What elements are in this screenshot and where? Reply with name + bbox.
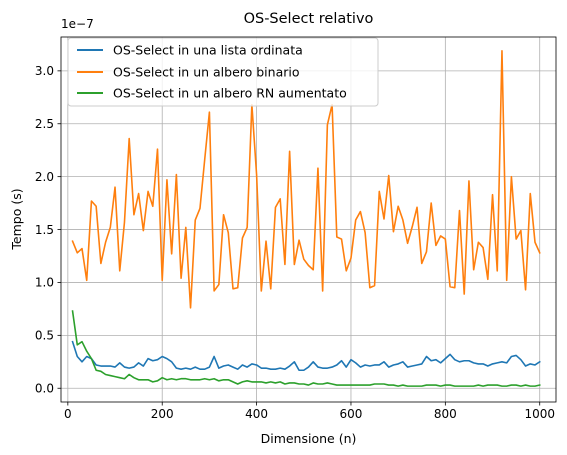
x-tick-label: 0 (64, 407, 72, 421)
series-line-lista-ordinata (71, 340, 541, 372)
x-tick-label: 800 (434, 407, 457, 421)
legend-label-albero-binario: OS-Select in un albero binario (113, 65, 300, 80)
x-tick-label: 1000 (524, 407, 555, 421)
y-offset-label: 1e−7 (61, 17, 94, 31)
x-axis-label: Dimensione (n) (261, 431, 357, 446)
series-line-albero-binario (71, 49, 541, 309)
x-tick-label: 400 (245, 407, 268, 421)
y-axis-label: Tempo (s) (9, 188, 24, 250)
ticks: 0 200 400 600 800 1000 0.0 0.5 1.0 1.5 2.0 2.5 3.0 (35, 64, 555, 421)
legend-label-lista: OS-Select in una lista ordinata (113, 43, 303, 58)
y-tick-label: 1.0 (35, 276, 54, 290)
y-tick-label: 0.0 (35, 382, 54, 396)
legend-label-albero-rn: OS-Select in un albero RN aumentato (113, 86, 347, 101)
y-tick-label: 3.0 (35, 64, 54, 78)
series-line-albero-rn (71, 310, 541, 387)
y-tick-label: 1.5 (35, 223, 54, 237)
y-tick-label: 2.5 (35, 117, 54, 131)
x-tick-label: 600 (340, 407, 363, 421)
x-tick-label: 200 (151, 407, 174, 421)
y-tick-label: 0.5 (35, 329, 54, 343)
legend: OS-Select in una lista ordinata OS-Selec… (67, 37, 379, 107)
y-tick-label: 2.0 (35, 170, 54, 184)
axes-frame (60, 36, 557, 403)
chart-title: OS-Select relativo (244, 11, 374, 27)
series-group (71, 49, 541, 387)
legend-box (67, 37, 379, 107)
